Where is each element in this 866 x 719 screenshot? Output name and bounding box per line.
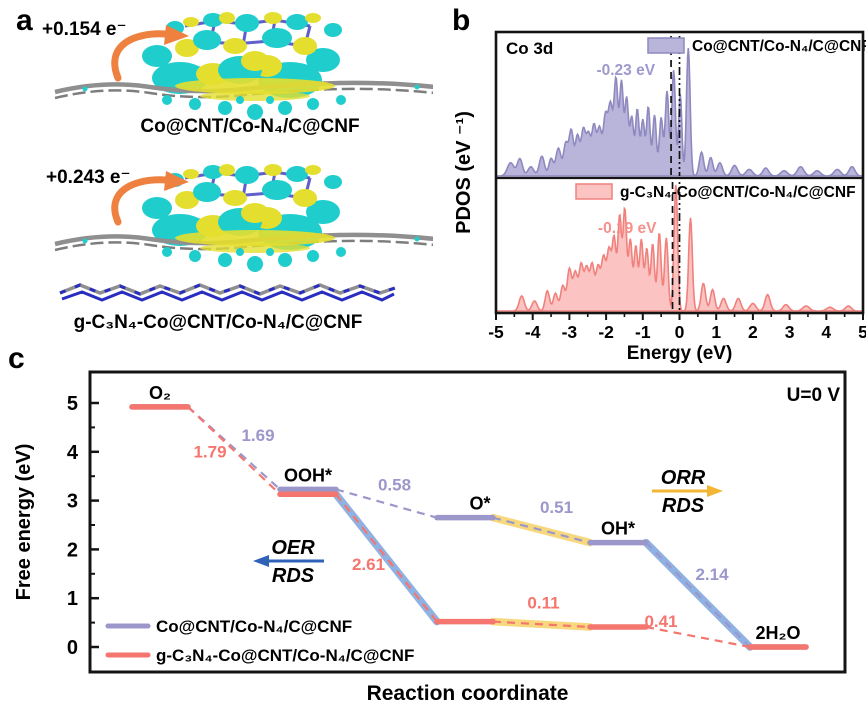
tick-label: -4 bbox=[525, 322, 541, 342]
tick-label: 2 bbox=[67, 539, 78, 561]
tick-label: 2 bbox=[748, 322, 758, 342]
species-label: 2H₂O bbox=[755, 623, 800, 643]
free-energy-chart: 1.69 0.58 0.51 2.14 1.79 2.61 0.11 0.41 O₂ OOH* O*… bbox=[13, 370, 847, 705]
d-band-annotation: -0.19 eV bbox=[598, 220, 657, 237]
arrow-head-icon bbox=[253, 555, 269, 567]
steps bbox=[129, 404, 809, 650]
tick-label: 1 bbox=[67, 588, 78, 610]
pdos-title: Co 3d bbox=[506, 39, 553, 58]
tick-label: 0 bbox=[675, 322, 685, 342]
tick-label: 5 bbox=[858, 322, 866, 342]
delta-g-label: 0.11 bbox=[527, 593, 559, 612]
x-axis: -5 -4 -3 -2 -1 0 1 2 3 4 5 bbox=[488, 313, 866, 342]
panel-a: +0.154 e⁻ bbox=[0, 0, 433, 340]
tick-label: 4 bbox=[821, 322, 831, 342]
tick-label: -2 bbox=[598, 322, 614, 342]
species-label: OOH* bbox=[284, 465, 332, 485]
rds-direction-label: ORR bbox=[661, 467, 706, 489]
legend-label: Co@CNT/Co-N₄/C@CNF bbox=[156, 617, 352, 636]
rds-direction-label: OER bbox=[271, 537, 315, 559]
connector bbox=[645, 625, 751, 649]
pdos-legend: g-C₃N₄-Co@CNT/Co-N₄/C@CNF bbox=[575, 183, 856, 201]
charge-transfer-label-1: +0.154 e⁻ bbox=[42, 19, 127, 40]
y-axis: 0 1 2 3 4 5 bbox=[67, 393, 99, 659]
delta-g-label: 2.14 bbox=[695, 565, 729, 584]
x-axis-title: Energy (eV) bbox=[627, 343, 733, 364]
connector bbox=[492, 516, 591, 544]
electron-transfer-arrow-icon bbox=[111, 25, 189, 82]
species-label: O₂ bbox=[149, 383, 171, 403]
delta-g-label: 0.51 bbox=[540, 498, 573, 517]
panel-b-label: b bbox=[452, 4, 471, 37]
y-axis-title: PDOS (eV ⁻¹) bbox=[453, 111, 475, 234]
g-c3n4-layer bbox=[59, 283, 396, 302]
tick-label: 3 bbox=[785, 322, 795, 342]
legend-label: g-C₃N₄-Co@CNT/Co-N₄/C@CNF bbox=[620, 184, 856, 201]
rds-label: RDS bbox=[662, 495, 705, 517]
tick-label: -3 bbox=[562, 322, 578, 342]
arrow-head-icon bbox=[707, 485, 723, 497]
species-label: OH* bbox=[601, 519, 635, 539]
molecule-caption-1: Co@CNT/Co-N₄/C@CNF bbox=[140, 116, 360, 137]
legend-swatch bbox=[575, 183, 613, 200]
panel-c-label: c bbox=[8, 342, 25, 375]
tick-label: 1 bbox=[711, 322, 721, 342]
panel-a-label: a bbox=[16, 4, 33, 37]
oer-rds-highlight bbox=[332, 490, 441, 626]
delta-g-label: 1.79 bbox=[193, 443, 226, 462]
connector bbox=[492, 620, 591, 629]
tick-label: -5 bbox=[488, 322, 504, 342]
legend-swatch bbox=[647, 37, 685, 54]
molecule-caption-2: g-C₃N₄-Co@CNT/Co-N₄/C@CNF bbox=[73, 312, 363, 333]
y-axis-title: Free energy (eV) bbox=[13, 444, 35, 601]
potential-label: U=0 V bbox=[787, 385, 841, 406]
delta-g-label: 1.69 bbox=[241, 426, 274, 445]
charge-transfer-label-2: +0.243 e⁻ bbox=[46, 167, 131, 188]
tick-label: 0 bbox=[67, 637, 78, 659]
orr-rds-annotation: ORR RDS bbox=[652, 467, 723, 517]
d-band-annotation: -0.23 eV bbox=[596, 62, 655, 79]
delta-g-label: 0.58 bbox=[378, 476, 411, 495]
tick-label: -1 bbox=[635, 322, 651, 342]
connector bbox=[645, 541, 751, 648]
pdos-panel-1: -0.19 eV g-C₃N₄-Co@CNT/Co-N₄/C@CNF bbox=[496, 182, 863, 312]
connector bbox=[187, 406, 281, 496]
legend-label: g-C₃N₄-Co@CNT/Co-N₄/C@CNF bbox=[156, 646, 414, 665]
pdos-panel-0: -0.23 eV Co@CNT/Co-N₄/C@CNF bbox=[496, 36, 866, 177]
labels: 1.69 0.58 0.51 2.14 1.79 2.61 0.11 0.41 O₂ OOH* O*… bbox=[149, 383, 801, 643]
connector bbox=[335, 488, 438, 519]
rds-highlights bbox=[332, 490, 754, 651]
tick-label: 5 bbox=[67, 393, 78, 415]
delta-g-label: 2.61 bbox=[352, 555, 385, 574]
x-axis-title: Reaction coordinate bbox=[367, 682, 569, 705]
fe-legend: Co@CNT/Co-N₄/C@CNF g-C₃N₄-Co@CNT/Co-N₄/C@… bbox=[105, 617, 414, 665]
pdos-chart: -0.23 eV Co@CNT/Co-N₄/C@CNF -0.19 eV g-C₃N₄… bbox=[453, 30, 866, 364]
species-label: O* bbox=[469, 494, 490, 514]
connectors bbox=[187, 406, 751, 649]
legend-label: Co@CNT/Co-N₄/C@CNF bbox=[692, 38, 866, 55]
molecule-illustration-1 bbox=[0, 8, 433, 120]
plot-frame bbox=[88, 370, 847, 674]
rds-label: RDS bbox=[272, 565, 315, 587]
oer-rds-annotation: OER RDS bbox=[253, 537, 324, 587]
delta-g-label: 0.41 bbox=[644, 612, 677, 631]
tick-label: 3 bbox=[67, 491, 78, 513]
tick-label: 4 bbox=[67, 442, 79, 464]
molecule-illustration-2 bbox=[0, 160, 433, 302]
electron-transfer-arrow-icon bbox=[111, 171, 189, 226]
pdos-legend: Co@CNT/Co-N₄/C@CNF bbox=[647, 37, 866, 55]
